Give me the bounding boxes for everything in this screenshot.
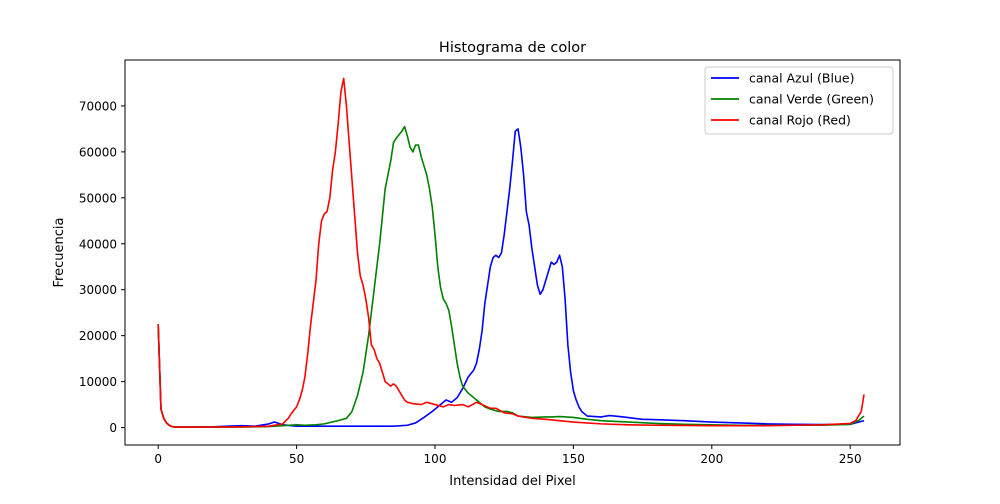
x-axis-label: Intensidad del Pixel [449,474,575,489]
y-tick-label-1: 10000 [79,375,117,389]
x-tick-label-0: 0 [154,452,162,466]
legend: canal Azul (Blue) canal Verde (Green) cana… [704,66,894,135]
y-tick-label-6: 60000 [79,145,117,159]
plot-frame [124,59,901,446]
series-line-2 [157,77,865,428]
legend-label-0: canal Azul (Blue) [749,71,854,86]
y-axis-label: Frecuencia [52,218,67,288]
legend-box [704,66,894,135]
chart-title: Histograma de color [439,40,586,56]
y-tick-label-0: 0 [109,421,117,435]
y-tick-label-2: 20000 [79,329,117,343]
series-layer [157,77,865,428]
x-tick-label-5: 250 [839,452,862,466]
x-axis-ticks: 0 50 100 150 200 250 [154,445,862,466]
y-tick-label-3: 30000 [79,283,117,297]
y-axis-ticks: 0 10000 20000 30000 40000 50000 60000 70000 [79,99,125,435]
x-tick-label-1: 50 [289,452,304,466]
legend-label-1: canal Verde (Green) [749,92,874,107]
x-tick-label-4: 200 [700,452,723,466]
y-tick-label-7: 70000 [79,99,117,113]
legend-label-2: canal Rojo (Red) [749,113,851,128]
x-tick-label-3: 150 [562,452,585,466]
x-tick-label-2: 100 [424,452,447,466]
y-tick-label-5: 50000 [79,191,117,205]
y-tick-label-4: 40000 [79,237,117,251]
series-line-1 [157,125,865,428]
